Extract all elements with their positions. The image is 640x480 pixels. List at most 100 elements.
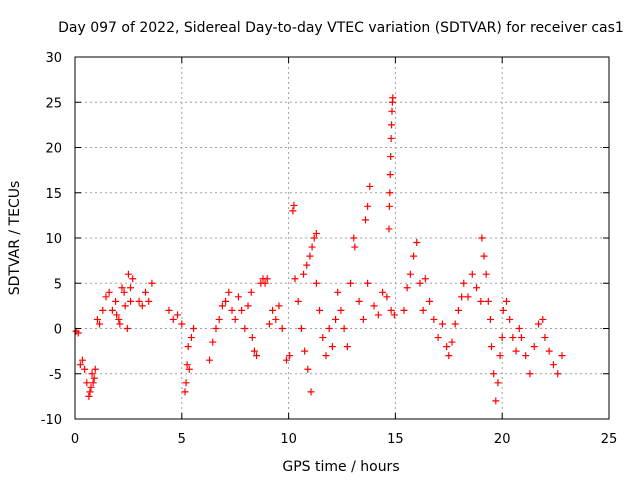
- data-point: [123, 325, 131, 332]
- y-tick-label: -10: [41, 413, 62, 428]
- data-point: [430, 315, 438, 323]
- data-point: [212, 325, 220, 332]
- data-point: [322, 352, 330, 360]
- data-point: [308, 243, 316, 251]
- data-point: [307, 388, 315, 396]
- data-point: [261, 279, 269, 287]
- data-point: [278, 325, 286, 332]
- data-point: [282, 356, 290, 364]
- data-point: [434, 334, 442, 342]
- data-point: [383, 293, 391, 301]
- data-point: [445, 352, 453, 360]
- data-point: [300, 270, 308, 278]
- data-point: [325, 325, 333, 332]
- data-point: [448, 338, 456, 346]
- data-point: [386, 189, 394, 197]
- data-point: [387, 153, 395, 161]
- data-point: [74, 329, 82, 337]
- data-point: [81, 365, 89, 373]
- data-point: [124, 270, 132, 278]
- data-point: [184, 343, 192, 351]
- data-point: [460, 279, 468, 287]
- data-point: [306, 252, 314, 260]
- data-point: [113, 311, 121, 319]
- data-point: [96, 320, 104, 328]
- data-point: [421, 275, 429, 283]
- data-point: [250, 347, 258, 355]
- data-point: [253, 352, 261, 360]
- data-point: [148, 279, 156, 287]
- y-tick-label: 30: [45, 51, 62, 66]
- data-point: [165, 306, 173, 314]
- data-point: [263, 275, 271, 283]
- data-point: [247, 288, 255, 296]
- data-point: [347, 279, 355, 287]
- data-point: [83, 379, 91, 387]
- data-point: [234, 293, 242, 301]
- data-point: [185, 365, 193, 373]
- data-point: [89, 379, 97, 387]
- data-point: [272, 315, 280, 323]
- data-point: [385, 225, 393, 233]
- data-point: [468, 270, 476, 278]
- x-tick-label: 20: [494, 432, 511, 447]
- data-point: [379, 288, 387, 296]
- data-point: [332, 315, 340, 323]
- data-point: [413, 239, 421, 247]
- data-point: [88, 370, 96, 378]
- data-point: [108, 306, 116, 314]
- data-point: [286, 352, 294, 360]
- data-point: [301, 347, 309, 355]
- y-axis-title: SDTVAR / TECUs: [7, 181, 23, 296]
- data-point: [385, 202, 393, 210]
- data-point: [316, 306, 324, 314]
- data-point: [370, 302, 378, 310]
- data-point: [364, 279, 372, 287]
- data-point: [105, 288, 113, 296]
- data-point: [93, 315, 101, 323]
- data-point: [512, 347, 520, 355]
- data-point: [297, 325, 305, 332]
- data-point: [129, 275, 137, 283]
- data-point: [499, 306, 507, 314]
- data-point: [482, 270, 490, 278]
- x-tick-label: 25: [601, 432, 618, 447]
- y-tick-label: 5: [54, 277, 62, 292]
- data-point: [312, 229, 320, 237]
- data-point: [419, 306, 427, 314]
- chart-title: Day 097 of 2022, Sidereal Day-to-day VTE…: [58, 20, 624, 36]
- data-point: [526, 370, 534, 378]
- data-point: [490, 370, 498, 378]
- data-point: [351, 243, 359, 251]
- data-point: [304, 365, 312, 373]
- data-point: [454, 306, 462, 314]
- data-point: [488, 343, 496, 351]
- data-point: [215, 315, 223, 323]
- data-point: [91, 365, 99, 373]
- data-point: [477, 297, 485, 305]
- x-tick-label: 5: [178, 432, 186, 447]
- data-point: [112, 297, 120, 305]
- data-point: [502, 297, 510, 305]
- data-point: [494, 379, 502, 387]
- data-point: [183, 361, 191, 369]
- data-point: [312, 279, 320, 287]
- data-point: [390, 311, 398, 319]
- data-point: [218, 302, 226, 310]
- data-point: [480, 252, 488, 260]
- data-point: [248, 334, 256, 342]
- data-point: [496, 352, 504, 360]
- data-point: [340, 325, 348, 332]
- data-point: [87, 383, 95, 391]
- data-point: [328, 343, 336, 351]
- data-point: [478, 234, 486, 242]
- data-point: [225, 288, 233, 296]
- data-point: [115, 315, 123, 323]
- data-point: [244, 302, 252, 310]
- data-point: [359, 315, 367, 323]
- data-point: [535, 320, 543, 328]
- y-tick-label: 25: [45, 96, 62, 111]
- x-tick-label: 15: [387, 432, 404, 447]
- y-tick-label: 0: [54, 323, 62, 338]
